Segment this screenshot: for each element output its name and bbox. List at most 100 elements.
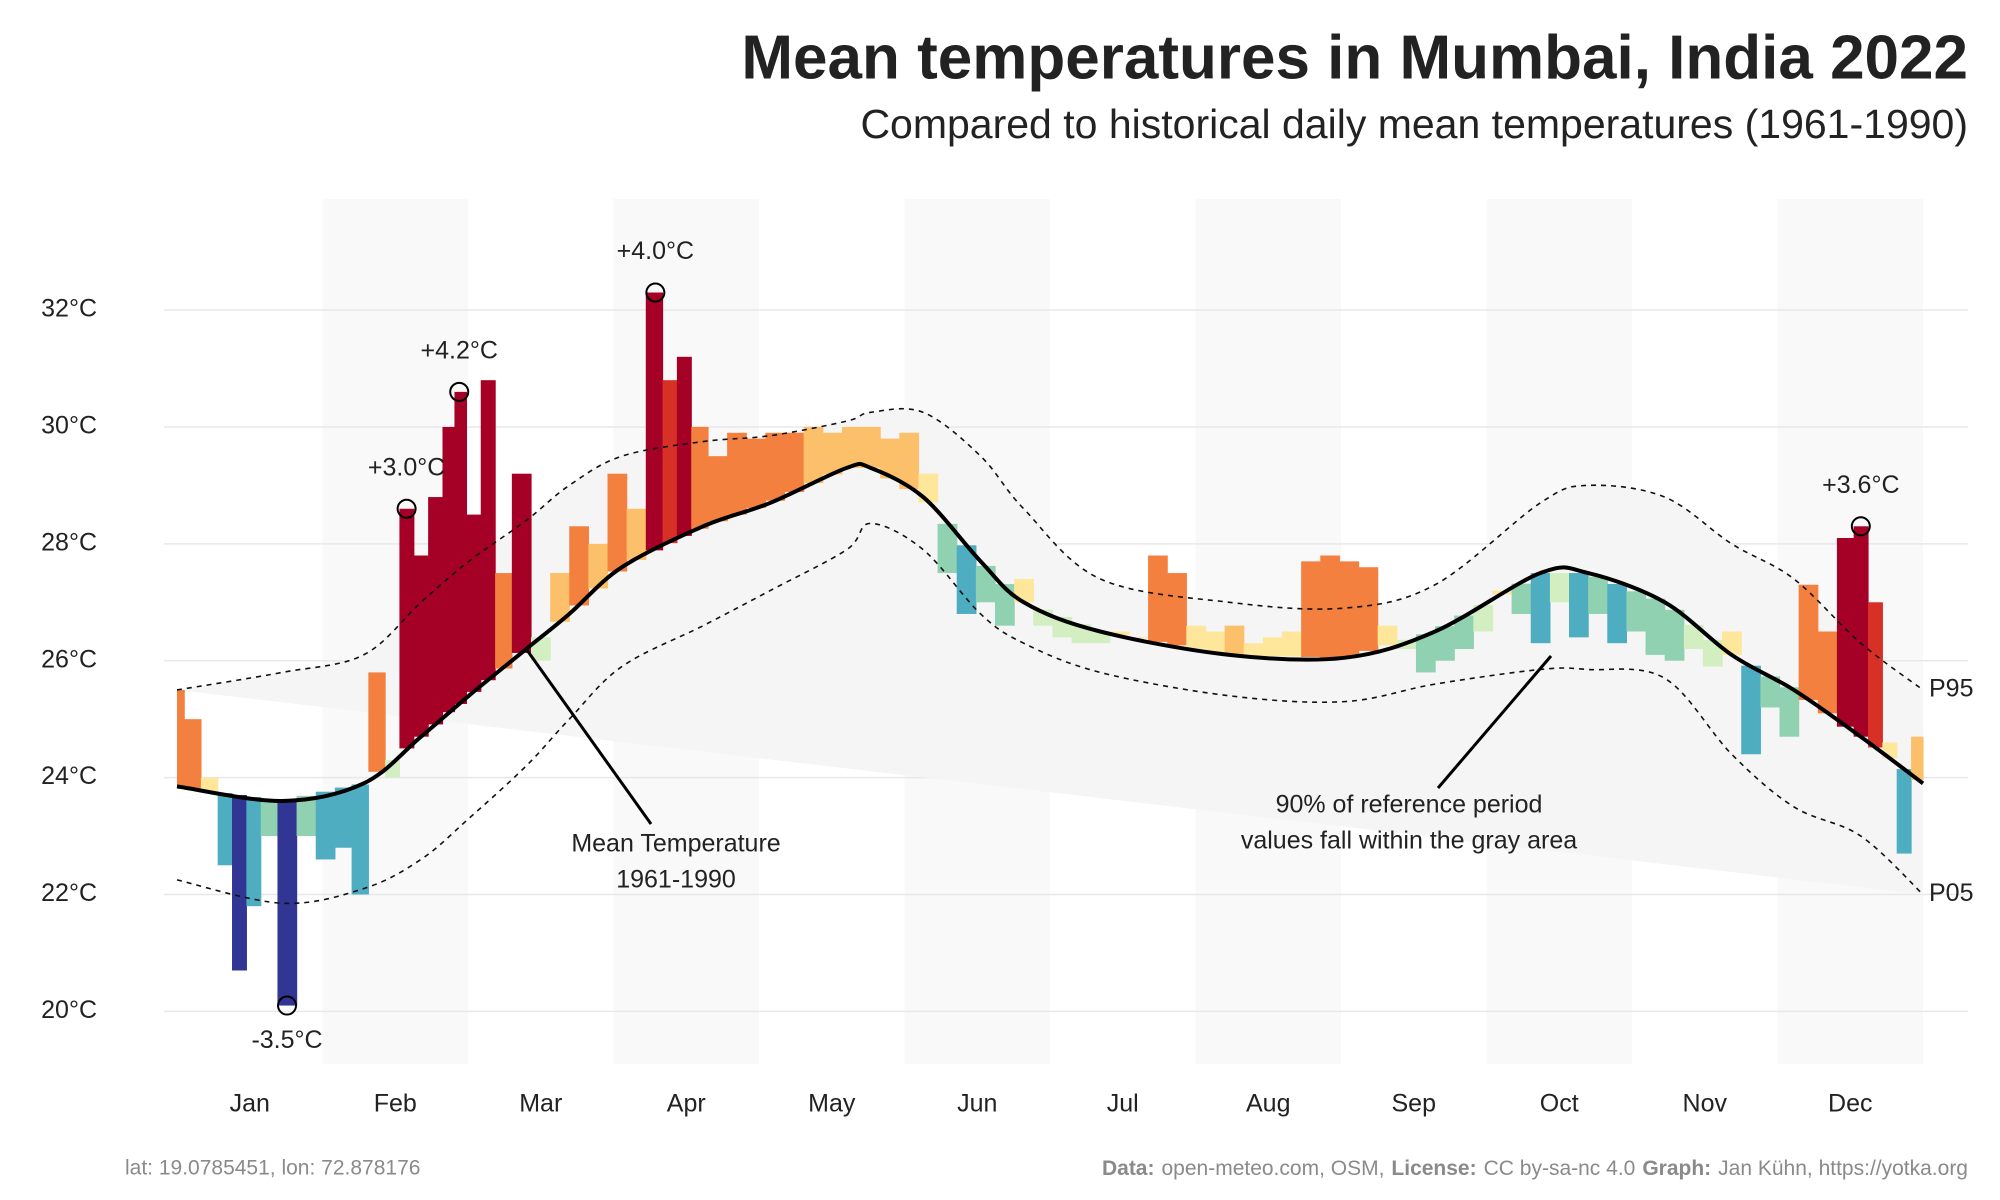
anomaly-bar <box>1664 609 1685 661</box>
anomaly-bar <box>351 784 369 895</box>
anomaly-bar <box>588 543 609 589</box>
x-tick-label: Dec <box>1828 1090 1872 1118</box>
anomaly-bar <box>569 526 589 606</box>
x-tick-label: Jun <box>957 1090 997 1118</box>
anomaly-bar <box>232 795 247 971</box>
anomaly-bar <box>466 514 482 692</box>
chart-subtitle: Compared to historical daily mean temper… <box>860 101 1968 147</box>
annotation-marker <box>1850 516 1871 537</box>
anomaly-bar <box>727 432 747 515</box>
chart-title: Mean temperatures in Mumbai, India 2022 <box>741 23 1968 92</box>
x-tick-label: Nov <box>1683 1090 1728 1118</box>
anomaly-bar <box>1569 573 1589 638</box>
anomaly-bar <box>937 523 958 574</box>
footer-credits: Data: open-meteo.com, OSM, License: CC by-s… <box>1102 1157 1968 1180</box>
anomaly-bar <box>880 438 900 479</box>
y-tick-label: 26°C <box>41 645 97 673</box>
anomaly-bar <box>1741 665 1761 755</box>
anomaly-bar <box>495 573 513 669</box>
annotation-label: +3.6°C <box>1822 471 1899 499</box>
mean-line <box>176 461 1925 803</box>
anomaly-bar <box>428 497 444 725</box>
x-tick-label: Apr <box>667 1090 706 1118</box>
anomaly-bar <box>645 292 664 551</box>
y-tick-label: 28°C <box>41 528 97 556</box>
annotation-label: +4.2°C <box>421 336 498 364</box>
y-tick-label: 20°C <box>41 996 97 1024</box>
anomaly-bar <box>1588 576 1608 614</box>
anomaly-bar <box>1549 573 1570 603</box>
p05-label: P05 <box>1929 879 1973 907</box>
anomaly-bar <box>1722 631 1742 655</box>
anomaly-bar <box>1339 561 1360 657</box>
y-tick-label: 22°C <box>41 879 97 907</box>
annotation-label: +3.0°C <box>368 453 445 481</box>
anomaly-bar <box>1853 526 1869 737</box>
anomaly-bar <box>1530 573 1551 644</box>
footer-key: Graph: <box>1642 1157 1711 1180</box>
anomaly-bar <box>184 719 202 789</box>
anomaly-bar <box>413 555 429 737</box>
anomaly-bar <box>803 426 824 484</box>
anomaly-bar <box>841 426 862 468</box>
x-tick-label: Oct <box>1540 1090 1579 1118</box>
anomaly-bar <box>822 432 843 475</box>
anomaly-bar <box>1415 634 1436 673</box>
mean-note: Mean Temperature <box>571 830 780 858</box>
anomaly-bar <box>1090 631 1111 644</box>
anomaly-bar <box>1645 598 1666 655</box>
anomaly-bar <box>315 791 336 860</box>
anomaly-bar <box>1186 625 1207 649</box>
anomaly-bar <box>899 432 920 490</box>
anomaly-bar <box>217 793 233 866</box>
anomaly-bar <box>1779 687 1800 737</box>
y-tick-label: 24°C <box>41 762 97 790</box>
anomaly-bar <box>1760 676 1781 708</box>
anomaly-bar <box>368 672 386 772</box>
anomaly-bar <box>334 787 353 848</box>
x-tick-label: Mar <box>519 1090 562 1118</box>
x-tick-label: Sep <box>1392 1090 1436 1118</box>
anomaly-bar <box>784 432 805 492</box>
anomaly-bar <box>691 426 709 529</box>
anomaly-bar <box>1473 604 1494 632</box>
anomaly-bar <box>861 426 881 468</box>
anomaly-bar <box>296 795 317 837</box>
anomaly-bar <box>246 797 262 907</box>
x-tick-label: Feb <box>374 1090 417 1118</box>
anomaly-bar <box>1817 631 1838 714</box>
anomaly-bar <box>746 438 766 508</box>
anomaly-bar <box>662 380 678 544</box>
anomaly-bar <box>480 380 496 681</box>
anomaly-bar <box>1148 555 1168 642</box>
anomaly-bar <box>200 777 219 792</box>
anomaly-bar <box>399 508 415 749</box>
anomaly-bar <box>1358 567 1379 651</box>
band-note: 90% of reference period <box>1276 791 1543 819</box>
anomaly-bar <box>1243 643 1264 656</box>
anomaly-bar <box>1282 631 1302 657</box>
anomaly-bar <box>454 391 468 704</box>
anomaly-bar <box>1798 584 1819 700</box>
anomaly-bar <box>1454 615 1474 650</box>
x-tick-label: Jul <box>1107 1090 1139 1118</box>
anomaly-bar <box>1911 736 1924 780</box>
annotation-marker <box>396 498 417 519</box>
anomaly-bar <box>707 456 728 522</box>
footer-location: lat: 19.0785451, lon: 72.878176 <box>125 1157 420 1180</box>
x-tick-label: Jan <box>230 1090 270 1118</box>
anomaly-bar <box>1262 637 1283 656</box>
anomaly-bar <box>1109 631 1130 635</box>
annotation-marker <box>277 995 298 1016</box>
anomaly-bar <box>511 473 532 653</box>
footer-value: Jan Kühn, https://yotka.org <box>1718 1157 1968 1180</box>
footer-key: License: <box>1391 1157 1476 1180</box>
anomaly-bar <box>1435 626 1455 661</box>
anomaly-bar <box>975 565 996 603</box>
anomaly-bar <box>1377 625 1398 646</box>
x-tick-label: Aug <box>1246 1090 1290 1118</box>
annotation-label: -3.5°C <box>251 1026 322 1054</box>
annotation-marker <box>645 282 666 303</box>
anomaly-bar <box>1607 584 1628 644</box>
anomaly-bar <box>1626 591 1647 632</box>
